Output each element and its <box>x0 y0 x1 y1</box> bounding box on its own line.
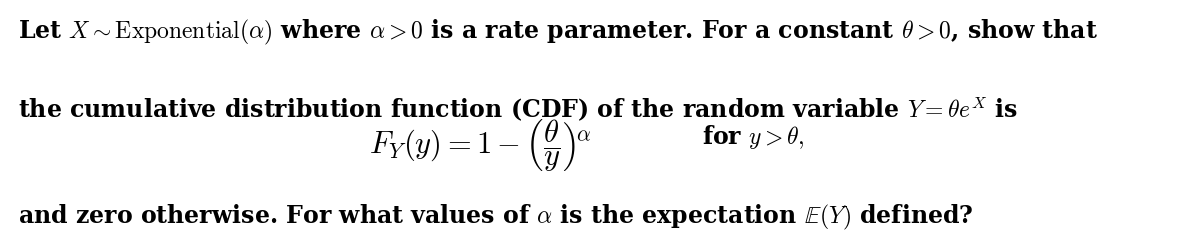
Text: $F_Y(y) = 1 - \left(\dfrac{\theta}{y}\right)^{\!\alpha}$: $F_Y(y) = 1 - \left(\dfrac{\theta}{y}\ri… <box>368 118 592 174</box>
Text: the cumulative distribution function (CDF) of the random variable $Y = \theta e^: the cumulative distribution function (CD… <box>18 96 1018 124</box>
Text: Let $X \sim \mathrm{Exponential}(\alpha)$ where $\alpha > 0$ is a rate parameter: Let $X \sim \mathrm{Exponential}(\alpha)… <box>18 18 1098 47</box>
Text: and zero otherwise. For what values of $\alpha$ is the expectation $\mathbb{E}(Y: and zero otherwise. For what values of $… <box>18 203 973 232</box>
Text: for $y > \theta,$: for $y > \theta,$ <box>702 123 805 151</box>
